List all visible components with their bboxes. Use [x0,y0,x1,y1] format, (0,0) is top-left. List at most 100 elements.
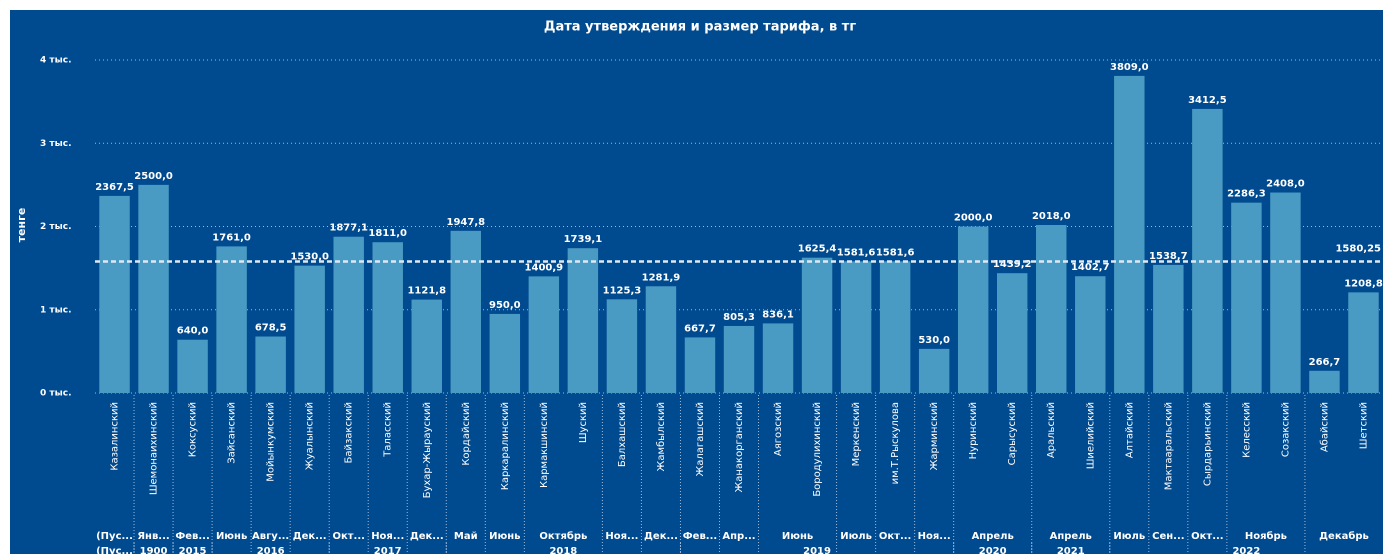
value-label: 1877,1 [329,223,368,234]
bar [1036,225,1067,393]
bar [489,313,521,393]
y-tick-label: 0 тыс. [40,389,72,399]
month-label: Сен... [1152,531,1184,542]
bar [177,339,208,393]
x-tick-label: Шетский [1358,402,1369,449]
value-label: 1281,9 [642,272,681,283]
x-tick-label: Зайсанский [227,402,238,464]
bar [996,273,1028,393]
value-label: 1439,2 [993,259,1032,270]
x-tick-label: Жанакорганский [734,402,745,493]
x-tick-label: им.Т.Рыскулова [890,402,901,484]
value-label: 1125,3 [603,285,642,296]
x-tick-label: Байзакский [344,402,355,464]
x-tick-label: Аральский [1046,402,1057,458]
value-label: 2500,0 [134,171,173,182]
bar [255,336,286,393]
year-label: 2015 [179,546,207,554]
month-label: Янв... [137,531,169,542]
value-label: 805,3 [723,312,755,323]
value-label: 2000,0 [954,213,993,224]
bar [411,299,442,393]
month-label: Ноя... [605,531,638,542]
bar [723,325,755,393]
bar [294,265,325,393]
x-tick-label: Аягозский [773,402,784,456]
year-label: 1900 [140,546,168,554]
x-tick-label: Алтайский [1124,402,1135,458]
bar [957,226,989,393]
x-tick-label: Мойынкумский [266,402,277,482]
value-label: 2018,0 [1032,211,1071,222]
bar [684,337,716,393]
year-label: 2020 [979,546,1007,554]
year-label: 2017 [374,546,402,554]
x-tick-label: Меркенский [851,402,862,466]
x-tick-label: Коксуский [188,402,199,457]
value-label: 3809,0 [1110,62,1149,73]
month-label: Авгу... [252,531,289,542]
y-tick-label: 2 тыс. [40,222,72,232]
bar [450,230,482,393]
bar [1270,192,1301,393]
x-tick-label: Абайский [1319,402,1330,452]
month-label: Июнь [216,531,247,542]
value-label: 530,0 [918,335,950,346]
year-label: 2019 [803,546,831,554]
month-label: Дек... [644,531,678,542]
bar [645,286,677,393]
value-label: 3412,5 [1188,95,1227,106]
y-tick-label: 3 тыс. [40,139,72,149]
x-tick-label: Мактааральский [1163,402,1174,490]
x-tick-label: Нуринский [968,402,979,459]
value-label: 1739,1 [564,234,603,245]
bar [1075,276,1106,393]
x-tick-label: Жарминский [929,402,940,470]
year-label: 2022 [1232,546,1260,554]
month-label: Июль [840,531,872,542]
value-label: 950,0 [489,300,521,311]
bar [1348,292,1379,393]
value-label: 1761,0 [212,232,251,243]
month-label: Ноябрь [1245,530,1287,542]
bar [333,236,364,393]
x-tick-label: Бухар-Жырауский [422,402,433,498]
month-label: Май [454,531,478,542]
bar [528,276,560,393]
x-tick-label: Созакский [1280,402,1291,457]
value-label: 2286,3 [1227,189,1266,200]
bar [606,299,638,393]
bar [1192,108,1223,394]
chart-title: Дата утверждения и размер тарифа, в тг [544,20,856,35]
value-label: 1538,7 [1149,251,1188,262]
bar [372,242,403,393]
value-label: 2408,0 [1266,179,1305,190]
value-label: 1121,8 [407,286,446,297]
bar [879,261,911,393]
y-tick-label: 4 тыс. [40,56,72,66]
y-axis-label: тенге [15,208,28,243]
x-tick-label: Кармакшинский [539,402,550,488]
value-label: 836,1 [762,309,794,320]
value-label: 667,7 [684,323,716,334]
month-label: Дек... [410,531,444,542]
x-tick-label: Бородулихинский [812,402,823,497]
month-label: Июль [1113,531,1145,542]
value-label: 2367,5 [95,182,134,193]
bar [1309,370,1340,393]
month-label: (Пус... [96,531,133,542]
month-label: Дек... [293,531,327,542]
value-label: 1625,4 [798,244,837,255]
average-label: 1580,25 [1335,243,1381,254]
month-label: Фев... [683,531,717,542]
month-label: Июнь [782,531,813,542]
month-label: Декабрь [1319,530,1369,542]
value-label: 266,7 [1309,357,1341,368]
bar [1153,264,1184,393]
month-label: Окт... [1191,531,1223,542]
y-tick-label: 1 тыс. [40,305,72,315]
value-label: 1208,8 [1344,278,1383,289]
month-label: Апр... [722,531,755,542]
year-label: (Пус... [96,546,133,554]
